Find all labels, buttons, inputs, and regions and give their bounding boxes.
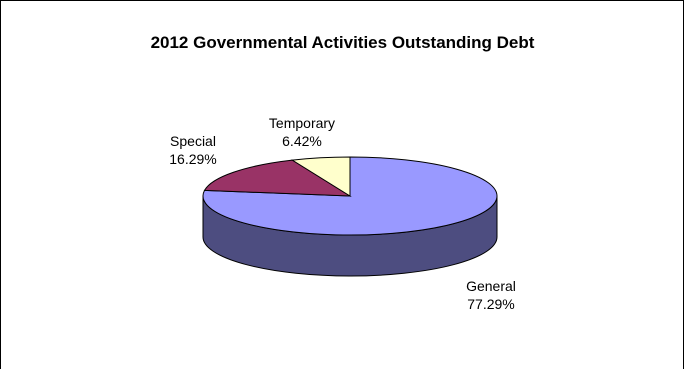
label-special-value: 16.29% — [169, 151, 216, 167]
pie-slices — [202, 156, 498, 236]
pie-slice-temporary — [290, 156, 351, 197]
label-temporary-value: 6.42% — [282, 133, 322, 149]
label-temporary-name: Temporary — [269, 115, 335, 131]
label-general-value: 77.29% — [467, 296, 514, 312]
pie-slice-special — [203, 159, 352, 197]
label-special-name: Special — [170, 133, 216, 149]
label-general-name: General — [466, 278, 516, 294]
chart-title: 2012 Governmental Activities Outstanding… — [150, 33, 535, 52]
